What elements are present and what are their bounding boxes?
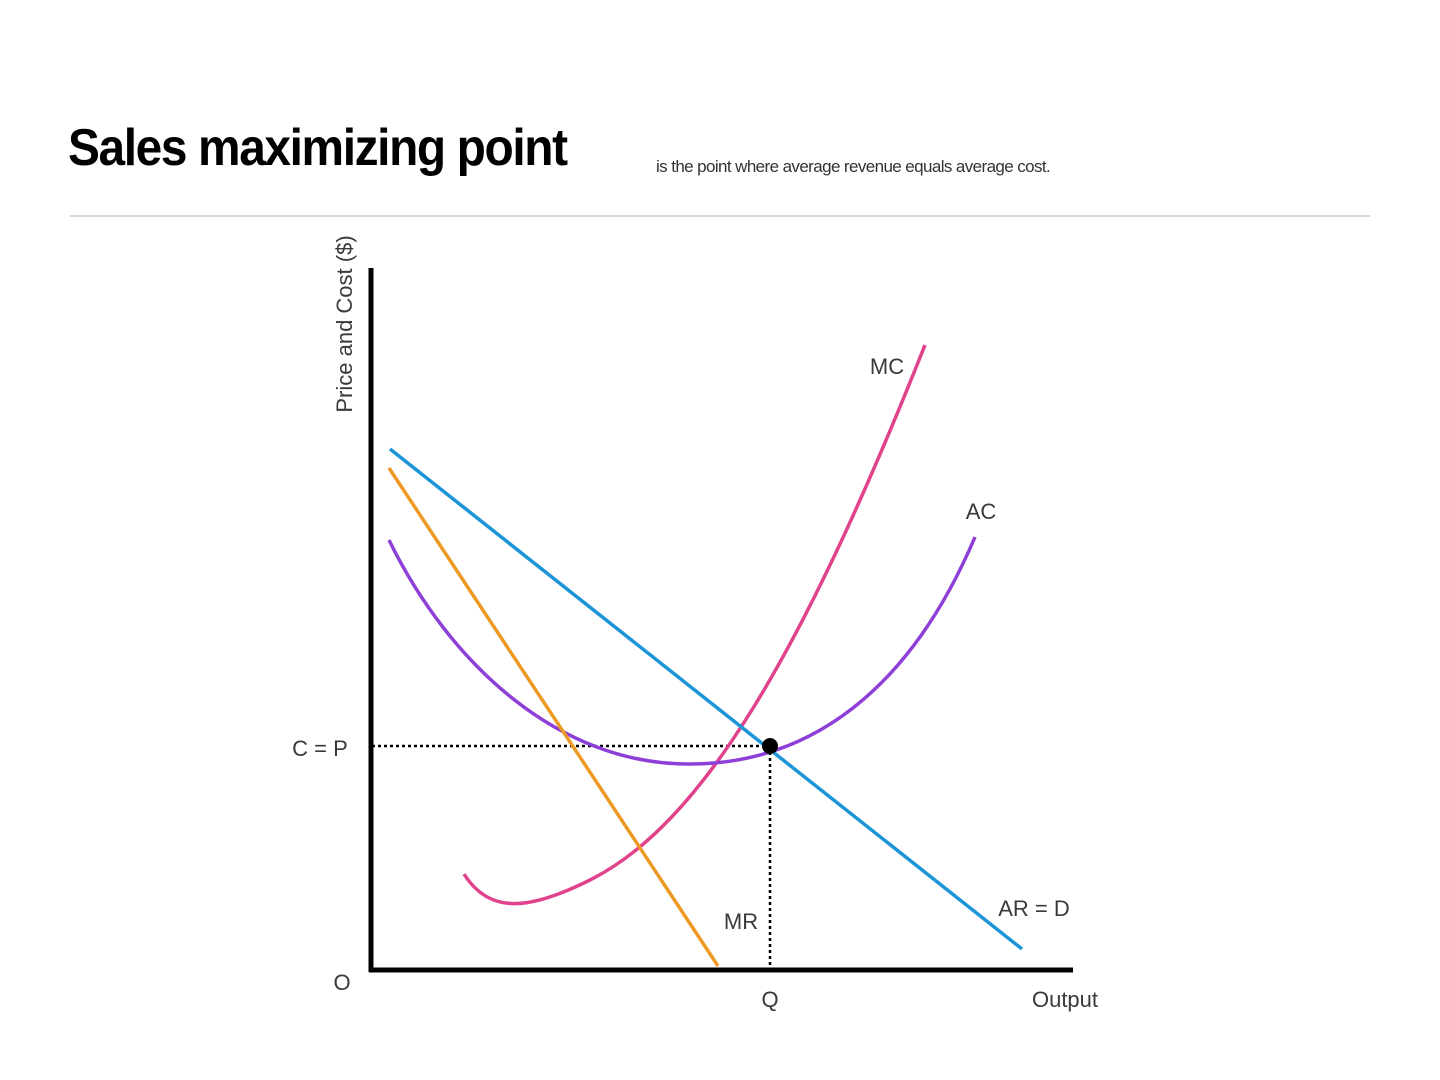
title-divider: [70, 215, 1370, 217]
x-axis-label: Output: [1032, 987, 1098, 1012]
y-axis-label: Price and Cost ($): [332, 235, 357, 412]
price-cost-label: C = P: [292, 736, 348, 761]
ar-demand-label: AR = D: [998, 896, 1070, 921]
mc-label: MC: [870, 354, 904, 379]
slide-subtitle: is the point where average revenue equal…: [656, 157, 1051, 176]
ac-label: AC: [966, 499, 997, 524]
ac-curve: [387, 536, 977, 766]
mc-curve: [462, 344, 927, 906]
slide-title: Sales maximizing point: [68, 119, 568, 177]
sales-maximizing-point: [762, 738, 778, 754]
quantity-label: Q: [761, 987, 778, 1012]
mr-label: MR: [724, 909, 758, 934]
mr-line: [387, 467, 720, 967]
origin-label: O: [333, 970, 350, 995]
ar-demand-line: [388, 447, 1024, 951]
